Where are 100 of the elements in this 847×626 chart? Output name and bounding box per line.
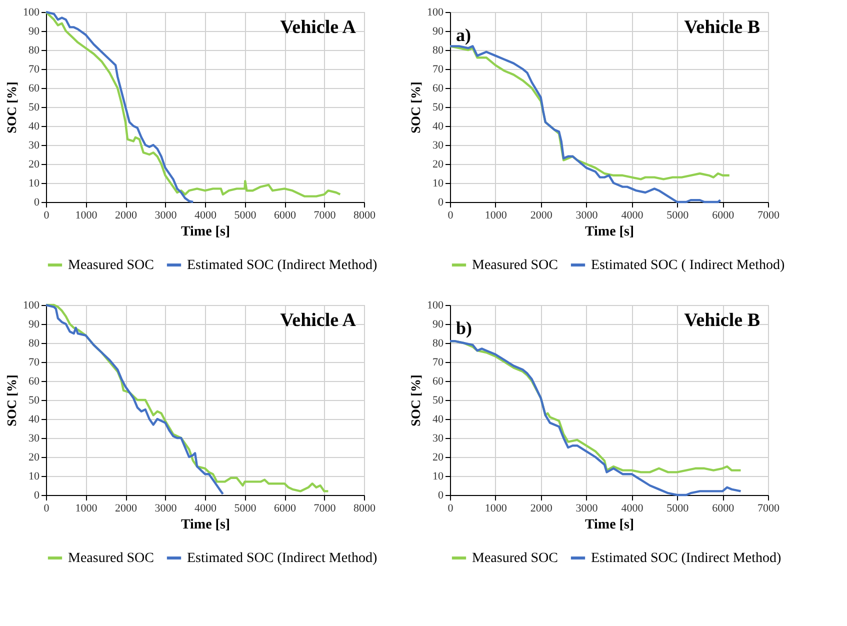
y-tick-label: 0	[34, 490, 40, 502]
x-tick-label: 7000	[314, 502, 336, 514]
x-tick-label: 4000	[621, 502, 644, 514]
x-axis-title: Time [s]	[180, 224, 230, 240]
x-tick-label: 1000	[75, 502, 98, 514]
y-tick-label: 50	[432, 394, 444, 406]
y-tick-label: 70	[432, 356, 444, 368]
legend-label: Measured SOC	[472, 258, 558, 273]
y-tick-label: 90	[28, 26, 40, 38]
x-tick-label: 7000	[758, 210, 780, 222]
y-axis-title: SOC [%]	[408, 82, 423, 134]
legend-label: Measured SOC	[68, 551, 154, 566]
x-axis-title: Time [s]	[584, 518, 634, 532]
y-tick-label: 90	[432, 318, 444, 330]
y-tick-label: 70	[28, 64, 40, 76]
y-tick-label: 30	[432, 140, 444, 152]
x-tick-label: 5000	[666, 502, 690, 514]
y-tick-label: 90	[432, 26, 444, 38]
x-tick-label: 0	[44, 210, 50, 222]
y-tick-label: 20	[28, 452, 40, 464]
line-series	[448, 45, 722, 204]
x-tick-label: 4000	[194, 210, 217, 222]
y-tick-label: 60	[432, 376, 444, 388]
x-tick-label: 0	[44, 502, 50, 514]
y-tick-label: 70	[28, 356, 40, 368]
y-tick-label: 80	[432, 44, 444, 56]
y-tick-label: 80	[28, 44, 40, 56]
x-tick-label: 8000	[354, 210, 376, 222]
x-tick-label: 4000	[194, 502, 217, 514]
x-tick-label: 6000	[712, 502, 735, 514]
y-tick-label: 10	[432, 470, 444, 482]
x-tick-label: 4000	[621, 210, 644, 222]
legend-label: Estimated SOC (Indirect Method)	[591, 551, 782, 566]
x-axis-title: Time [s]	[180, 518, 230, 532]
x-tick-label: 2000	[115, 502, 138, 514]
y-tick-label: 0	[438, 196, 444, 208]
legend-label: Estimated SOC ( Indirect Method)	[591, 258, 785, 273]
y-tick-label: 0	[438, 490, 444, 502]
x-tick-label: 3000	[154, 502, 178, 514]
x-tick-label: 3000	[576, 210, 598, 222]
x-tick-label: 8000	[354, 502, 376, 514]
x-tick-label: 1000	[484, 502, 508, 514]
x-tick-label: 6000	[274, 502, 296, 514]
y-tick-label: 80	[432, 338, 444, 350]
y-axis-title: SOC [%]	[4, 374, 19, 426]
legend-label: Measured SOC	[68, 258, 154, 273]
x-axis-title: Time [s]	[584, 224, 634, 240]
y-tick-label: 30	[28, 432, 40, 444]
y-tick-label: 90	[28, 318, 40, 330]
y-axis-title: SOC [%]	[4, 82, 19, 134]
x-tick-label: 7000	[314, 210, 336, 222]
x-tick-label: 2000	[115, 210, 138, 222]
legend-label: Estimated SOC (Indirect Method)	[187, 258, 378, 273]
line-series	[44, 10, 342, 198]
y-tick-label: 20	[432, 158, 444, 170]
y-tick-label: 10	[28, 470, 40, 482]
x-tick-label: 0	[448, 502, 454, 514]
y-tick-label: 30	[28, 140, 40, 152]
y-tick-label: 20	[28, 158, 40, 170]
legend-label: Measured SOC	[472, 551, 558, 566]
x-tick-label: 5000	[666, 210, 690, 222]
y-tick-label: 60	[28, 376, 40, 388]
y-tick-label: 60	[28, 82, 40, 94]
x-tick-label: 3000	[154, 210, 178, 222]
y-tick-label: 50	[28, 394, 40, 406]
y-tick-label: 100	[427, 300, 444, 312]
y-tick-label: 20	[432, 452, 444, 464]
x-tick-label: 5000	[234, 210, 257, 222]
chart-title: Vehicle A	[280, 17, 356, 38]
x-tick-label: 2000	[530, 502, 553, 514]
y-tick-label: 100	[23, 6, 40, 18]
x-tick-label: 3000	[576, 502, 598, 514]
y-tick-label: 40	[432, 120, 444, 132]
x-tick-label: 2000	[530, 210, 553, 222]
y-tick-label: 10	[28, 178, 40, 190]
y-tick-label: 100	[427, 6, 444, 18]
x-tick-label: 5000	[234, 502, 257, 514]
annotation: b)	[456, 318, 472, 338]
chart-title: Vehicle B	[684, 310, 760, 331]
y-tick-label: 0	[34, 196, 40, 208]
x-tick-label: 1000	[75, 210, 98, 222]
x-tick-label: 6000	[274, 210, 296, 222]
y-tick-label: 70	[432, 64, 444, 76]
y-tick-label: 40	[28, 414, 40, 426]
y-tick-label: 50	[432, 102, 444, 114]
y-tick-label: 60	[432, 82, 444, 94]
x-tick-label: 7000	[758, 502, 780, 514]
y-tick-label: 50	[28, 102, 40, 114]
x-tick-label: 6000	[712, 210, 735, 222]
y-tick-label: 80	[28, 338, 40, 350]
y-tick-label: 100	[23, 300, 40, 312]
x-tick-label: 1000	[484, 210, 508, 222]
legend-label: Estimated SOC (Indirect Method)	[187, 551, 378, 566]
y-tick-label: 40	[432, 414, 444, 426]
y-tick-label: 30	[432, 432, 444, 444]
y-tick-label: 40	[28, 120, 40, 132]
x-tick-label: 0	[448, 210, 454, 222]
annotation: a)	[456, 25, 471, 45]
y-axis-title: SOC [%]	[408, 374, 423, 426]
chart-title: Vehicle A	[280, 310, 356, 331]
